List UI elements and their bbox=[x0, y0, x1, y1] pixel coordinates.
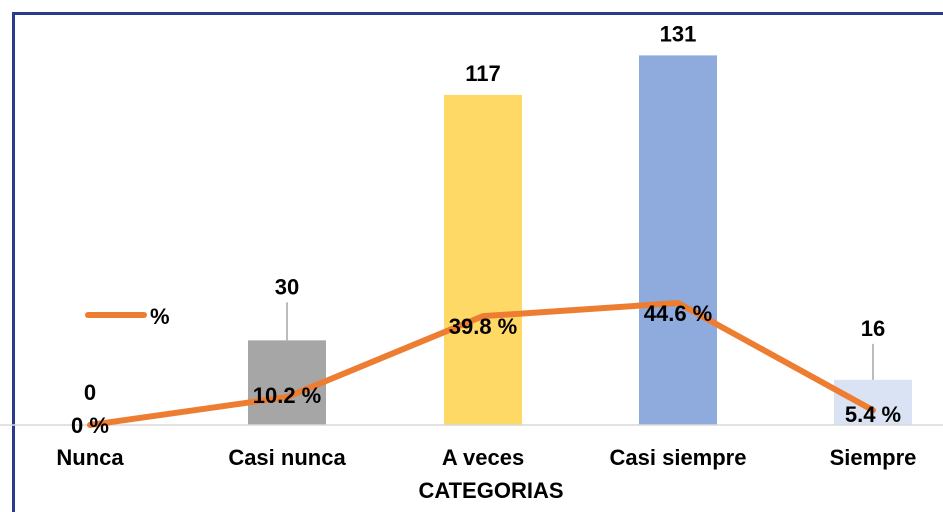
percent-line bbox=[87, 300, 876, 428]
leader-lines bbox=[286, 302, 874, 380]
x-axis-title: CATEGORIAS bbox=[418, 478, 563, 503]
bar-value-label-4: 16 bbox=[861, 316, 885, 341]
line-value-label-4: 5.4 % bbox=[845, 402, 901, 427]
chart-frame bbox=[12, 12, 943, 512]
x-tick-label-1: Casi nunca bbox=[228, 445, 346, 470]
line-value-label-1: 10.2 % bbox=[253, 383, 322, 408]
bar-2 bbox=[444, 94, 522, 426]
x-tick-label-2: A veces bbox=[442, 445, 524, 470]
bar-3 bbox=[639, 55, 717, 426]
bar-data-labels: 0 30 117 131 16 bbox=[84, 21, 885, 405]
x-tick-label-3: Casi siempre bbox=[610, 445, 747, 470]
bar-4 bbox=[834, 379, 912, 425]
x-tick-label-0: Nunca bbox=[56, 445, 124, 470]
line-data-labels: 0 % 10.2 % 39.8 % 44.6 % 5.4 % bbox=[71, 301, 901, 438]
percent-line-series bbox=[87, 300, 876, 428]
bar-value-label-3: 131 bbox=[660, 21, 697, 46]
line-value-label-3: 44.6 % bbox=[644, 301, 713, 326]
bar-value-label-0: 0 bbox=[84, 380, 96, 405]
line-value-label-0: 0 % bbox=[71, 413, 109, 438]
bars-group bbox=[248, 55, 912, 426]
legend: % bbox=[85, 304, 170, 329]
x-tick-label-4: Siempre bbox=[830, 445, 917, 470]
bar-1 bbox=[248, 340, 326, 425]
bar-value-label-1: 30 bbox=[275, 274, 299, 299]
legend-label: % bbox=[150, 304, 170, 329]
bar-value-label-2: 117 bbox=[465, 61, 501, 86]
x-tick-labels: Nunca Casi nunca A veces Casi siempre Siempr… bbox=[56, 445, 916, 470]
line-value-label-2: 39.8 % bbox=[449, 314, 518, 339]
